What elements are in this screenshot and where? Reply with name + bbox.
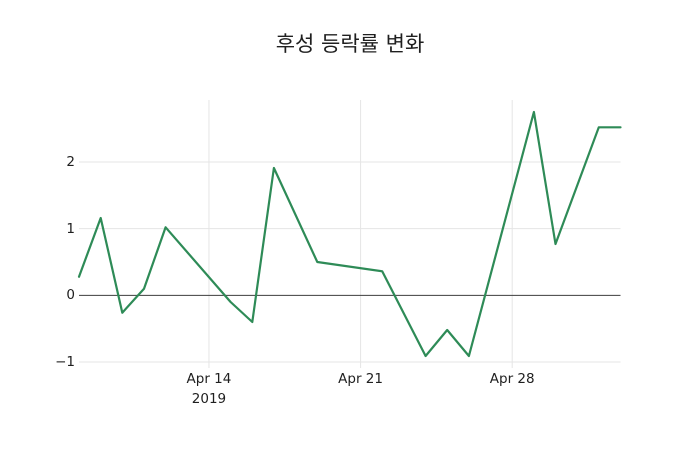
- x-tick-label: Apr 21: [313, 369, 409, 389]
- x-tick-year: 2019: [191, 391, 227, 407]
- x-tick-label: Apr 14 2019: [161, 369, 257, 409]
- y-tick-label: 1: [66, 220, 75, 237]
- x-tick-date: Apr 14: [186, 371, 232, 387]
- y-tick-label: 0: [66, 287, 75, 304]
- y-tick-label: −1: [55, 354, 75, 370]
- x-tick-label: Apr 28: [464, 369, 560, 389]
- x-tick-date: Apr 28: [489, 371, 535, 387]
- y-tick-label: 2: [66, 154, 75, 170]
- line-series: [77, 110, 622, 358]
- x-tick-date: Apr 21: [338, 371, 383, 387]
- chart-title: 후성 등락률 변화: [275, 32, 425, 56]
